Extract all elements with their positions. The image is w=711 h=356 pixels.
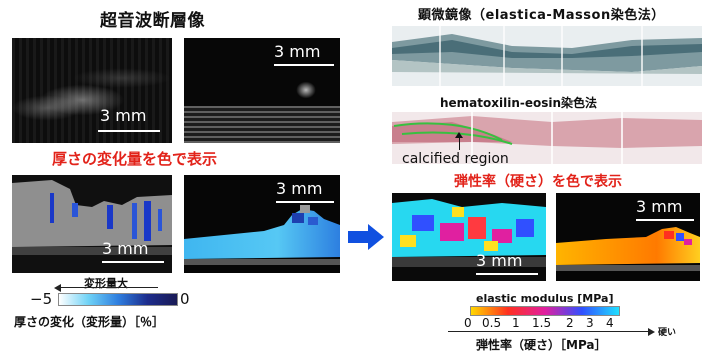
- annotation-arrow-icon: [459, 136, 460, 150]
- tick-label: 1: [512, 316, 520, 330]
- colorbar-min-label: −5: [30, 290, 53, 308]
- thickness-heading: 厚さの変化量を色で表示: [52, 150, 218, 168]
- elastic-colorbar: [470, 306, 620, 316]
- hardness-arrow-icon: [448, 331, 648, 332]
- annotation-arrowhead: [455, 132, 463, 138]
- elastic-modulus-label: elastic modulus [MPa]: [476, 292, 614, 305]
- right-arrow-icon: [348, 224, 384, 250]
- tick-label: 3: [586, 316, 594, 330]
- ultrasound-image-2: 3 mm: [184, 38, 340, 143]
- thickness-color-image-2: 3 mm: [184, 175, 340, 273]
- arrow-shaft: [348, 231, 368, 243]
- elastic-modulus-image-1: 3 mm: [392, 193, 546, 281]
- scale-label: 3 mm: [636, 197, 683, 216]
- elastic-heading: 弾性率（硬さ）を色で表示: [454, 174, 622, 190]
- tick-label: 2: [566, 316, 574, 330]
- scale-label: 3 mm: [102, 239, 149, 258]
- scale-label: 3 mm: [276, 179, 323, 198]
- tick-label: 0: [464, 316, 472, 330]
- calcified-region-label: calcified region: [402, 151, 509, 167]
- elastic-modulus-image-2: 3 mm: [556, 193, 700, 281]
- arrow-left-icon: [58, 287, 158, 288]
- elastic-map-svg: [556, 227, 700, 271]
- elastic-caption: 弾性率（硬さ）［MPa］: [476, 338, 607, 352]
- thickness-map-svg: [12, 180, 172, 255]
- arrow-left-icon-head: [54, 284, 61, 292]
- deformation-large-label: 変形量大: [84, 277, 128, 290]
- elastica-masson-image: [392, 26, 702, 86]
- hard-label: 硬い: [658, 328, 677, 338]
- arrow-head: [368, 224, 384, 250]
- deformation-colorbar: [58, 293, 178, 306]
- tick-label: 1.5: [532, 316, 552, 330]
- tick-label: 4: [606, 316, 614, 330]
- scale-label: 3 mm: [476, 251, 523, 270]
- he-stain-label: hematoxilin-eosin染色法: [440, 96, 598, 110]
- scale-label: 3 mm: [100, 106, 147, 125]
- ultrasound-title: 超音波断層像: [100, 11, 205, 31]
- scale-label: 3 mm: [274, 42, 321, 61]
- ultrasound-image-1: 3 mm: [12, 38, 172, 143]
- elastic-map-svg: [392, 199, 546, 267]
- tick-label: 0.5: [482, 316, 502, 330]
- microscope-title: 顕微鏡像（elastica-Masson染色法）: [418, 8, 665, 23]
- deformation-caption: 厚さの変化（変形量）［％］: [14, 315, 165, 329]
- he-stain-svg: [392, 112, 702, 164]
- colorbar-max-label: 0: [180, 290, 190, 308]
- thickness-color-image-1: 3 mm: [12, 175, 172, 273]
- hardness-arrowhead: [648, 328, 655, 336]
- thickness-map-svg: [184, 205, 340, 265]
- he-stain-image: [392, 112, 702, 164]
- elastica-masson-svg: [392, 26, 702, 86]
